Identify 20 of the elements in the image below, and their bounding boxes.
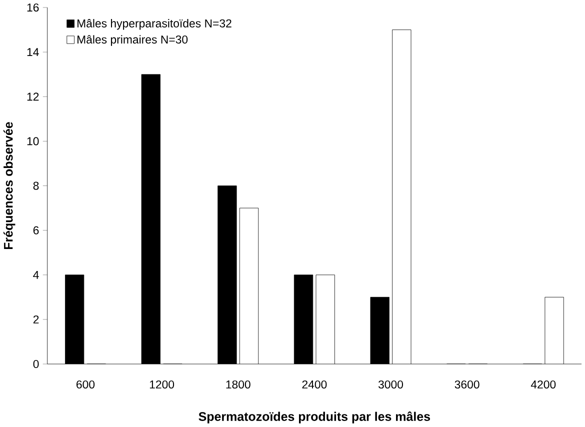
y-tick-label: 14	[27, 48, 39, 56]
x-tick-label: 3600	[454, 380, 480, 389]
legend-label: Mâles hyperparasitoïdes N=32	[78, 19, 232, 30]
y-tick-label: 4	[33, 271, 39, 279]
x-tick-label: 4200	[530, 380, 556, 389]
x-tick-label: 600	[76, 380, 95, 389]
x-tick-label: 2400	[302, 380, 327, 389]
y-tick-label: 10	[27, 137, 39, 146]
y-tick-label: 6	[33, 226, 39, 234]
x-tick-label: 1200	[150, 380, 174, 389]
x-axis-title: Spermatozoïdes produits par les mâles	[198, 412, 430, 424]
x-tick-label: 1800	[226, 380, 250, 389]
y-tick-label: 0	[33, 360, 39, 368]
y-tick-label: 16	[27, 4, 39, 12]
y-axis-title: Fréquences observée	[3, 122, 16, 250]
legend-label: Mâles primaires N=30	[78, 35, 188, 46]
y-tick-label: 12	[27, 92, 39, 101]
y-tick-label: 2	[33, 316, 39, 324]
x-tick-label: 3000	[378, 380, 404, 389]
y-tick-label: 8	[33, 182, 39, 190]
